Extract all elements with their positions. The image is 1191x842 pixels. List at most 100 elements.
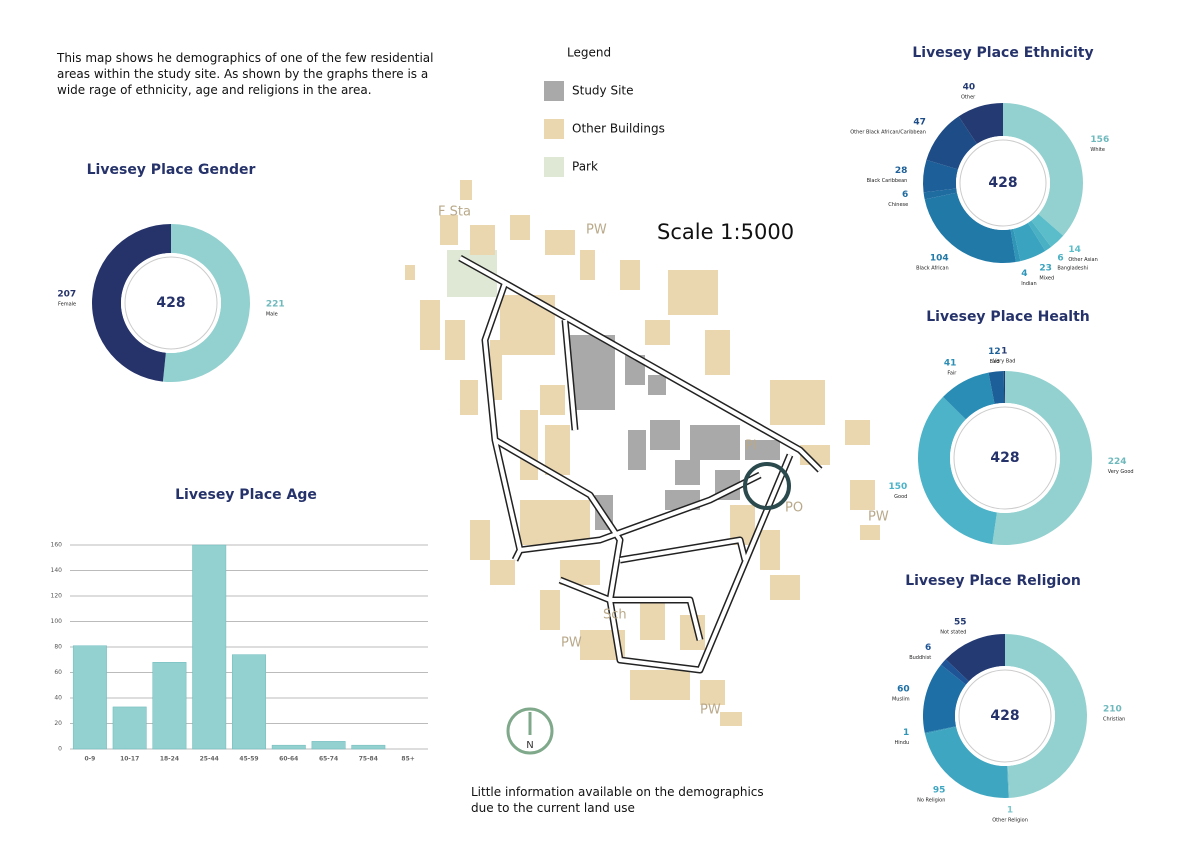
- segment-label: Bangladeshi: [1057, 266, 1088, 272]
- segment-value: 1: [1007, 805, 1013, 815]
- donut-segment: [1010, 228, 1021, 262]
- x-tick-label: 45-59: [239, 756, 258, 763]
- segment-value: 14: [1068, 245, 1081, 255]
- x-tick-label: 0-9: [84, 756, 95, 763]
- donut-segment: [1003, 371, 1005, 404]
- donut-hole: [121, 253, 221, 353]
- roads-fill: [459, 256, 822, 672]
- donut-segment: [1027, 220, 1052, 251]
- y-tick-label: 40: [54, 695, 62, 702]
- chart-title: Livesey Place Health: [926, 309, 1089, 325]
- y-tick-label: 20: [54, 720, 62, 727]
- segment-label: Very Good: [1108, 469, 1134, 475]
- donut-segment: [1005, 634, 1087, 798]
- donut-segment: [988, 371, 1005, 404]
- segment-value: 6: [1057, 254, 1063, 264]
- donut-segment: [162, 224, 250, 382]
- segment-label: White: [1090, 147, 1105, 153]
- legend-swatch: [544, 119, 564, 139]
- donut-segment: [1013, 222, 1046, 262]
- other-buildings: [405, 180, 880, 726]
- donut-total: 428: [990, 450, 1019, 466]
- donut-segment: [992, 371, 1092, 545]
- segment-value: 1: [1001, 347, 1007, 357]
- segment-value: 210: [1103, 705, 1122, 715]
- segment-label: Chinese: [888, 202, 908, 208]
- donut-ring: [124, 256, 218, 350]
- map-label: Sch: [603, 608, 627, 623]
- map-label: PW: [561, 636, 582, 651]
- segment-value: 104: [930, 254, 949, 264]
- donut-segment: [940, 659, 969, 685]
- bar: [232, 654, 266, 750]
- donut-hole: [950, 403, 1060, 513]
- segment-value: 207: [57, 290, 76, 300]
- legend-label: Study Site: [572, 84, 634, 98]
- segment-value: 60: [897, 685, 910, 695]
- segment-label: Other Religion: [992, 817, 1028, 823]
- map-label: PW: [586, 223, 607, 238]
- legend-label: Other Buildings: [572, 122, 665, 136]
- scale: Scale 1:5000: [657, 220, 794, 244]
- segment-label: Muslim: [892, 697, 910, 703]
- donut-ring: [958, 669, 1052, 763]
- bar: [311, 741, 346, 750]
- legend-swatch: [544, 157, 564, 177]
- donut-segment: [943, 372, 995, 420]
- segment-label: Other Black African/Caribbean: [850, 129, 926, 135]
- donut-segment: [1003, 103, 1083, 236]
- segment-label: Indian: [1021, 281, 1036, 287]
- segment-value: 224: [1108, 457, 1127, 467]
- segment-value: 221: [266, 299, 285, 309]
- segment-label: Other Asian: [1068, 257, 1097, 263]
- donut-hole: [956, 136, 1050, 230]
- donut-segment: [924, 726, 957, 734]
- segment-label: Black Caribbean: [867, 178, 908, 184]
- y-tick-label: 0: [58, 746, 62, 753]
- x-tick-label: 60-64: [279, 756, 298, 763]
- y-tick-label: 120: [51, 593, 63, 600]
- segment-value: 1: [903, 728, 909, 738]
- segment-label: Mixed: [1039, 275, 1054, 281]
- donut-total: 428: [988, 175, 1017, 191]
- x-tick-label: 25-44: [200, 756, 219, 763]
- segment-value: 55: [954, 617, 967, 627]
- y-tick-label: 80: [54, 644, 62, 651]
- chart-title: Livesey Place Age: [175, 487, 317, 503]
- legend-label: Park: [572, 160, 598, 174]
- segment-value: 40: [963, 83, 976, 93]
- donut-segment: [1007, 765, 1010, 798]
- donut-segment: [923, 159, 959, 193]
- donut-segment: [923, 188, 957, 200]
- chart-title: Livesey Place Ethnicity: [912, 45, 1093, 61]
- segment-label: Buddhist: [909, 655, 931, 661]
- segment-value: 156: [1090, 135, 1109, 145]
- map-label: Pl: [745, 439, 756, 454]
- segment-value: 23: [1039, 263, 1052, 273]
- segment-value: 4: [1021, 269, 1027, 279]
- map-label: PW: [868, 510, 889, 525]
- segment-value: 47: [913, 117, 926, 127]
- map-label: PW: [700, 703, 721, 718]
- x-tick-label: 18-24: [160, 756, 179, 763]
- segment-label: Hindu: [895, 740, 910, 746]
- donut-segment: [924, 192, 1016, 264]
- segment-value: 95: [933, 785, 946, 795]
- donut-ring: [959, 139, 1047, 227]
- donut-total: 428: [156, 295, 185, 311]
- segment-value: 41: [944, 359, 957, 369]
- bar: [192, 544, 227, 750]
- donut-segment: [923, 664, 966, 733]
- donut-segment: [924, 726, 1009, 798]
- study-site: [570, 335, 780, 530]
- segment-value: 6: [925, 643, 931, 653]
- bar: [351, 744, 386, 750]
- description: This map shows he demographics of one of…: [57, 51, 434, 97]
- chart-title: Livesey Place Gender: [87, 162, 256, 178]
- segment-label: Very Bad: [993, 359, 1015, 365]
- y-tick-label: 160: [51, 542, 63, 549]
- segment-label: Good: [894, 494, 907, 500]
- segment-label: Christian: [1103, 717, 1125, 723]
